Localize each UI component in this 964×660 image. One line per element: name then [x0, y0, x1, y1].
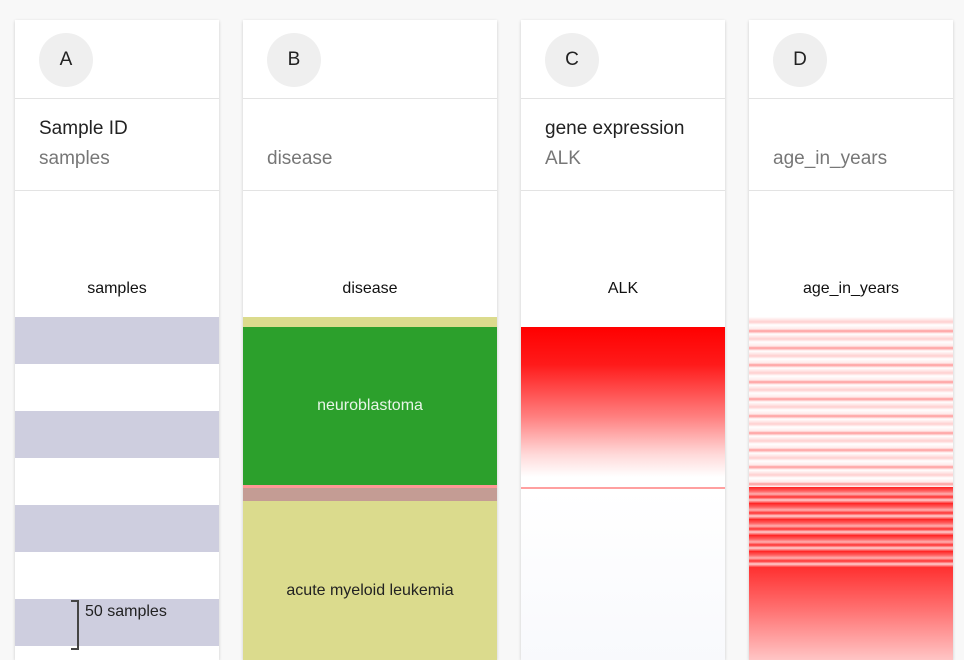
track-label: age_in_years — [802, 280, 900, 297]
column-b: B disease disease neuroblastoma acute my… — [243, 20, 497, 660]
column-subtitle: samples — [39, 148, 110, 169]
heatmap-line — [521, 487, 725, 489]
track-label: samples — [87, 280, 147, 297]
column-a: A Sample ID samples samples 50 samples — [15, 20, 219, 660]
column-letter-badge[interactable]: C — [545, 33, 599, 87]
disease-track[interactable]: disease neuroblastoma acute myeloid leuk… — [243, 210, 497, 660]
heatmap-stripes-dark[interactable] — [749, 487, 953, 567]
column-title: Sample ID — [39, 118, 128, 139]
category-band-aml-top[interactable] — [243, 317, 497, 327]
column-header: B — [243, 20, 497, 99]
column-header: C — [521, 20, 725, 99]
column-letter-badge[interactable]: A — [39, 33, 93, 87]
column-c: C gene expression ALK ALK — [521, 20, 725, 660]
column-header: A — [15, 20, 219, 99]
track-label: disease — [342, 280, 398, 297]
column-subtitle: ALK — [545, 148, 581, 169]
column-subtitle: disease — [267, 148, 333, 169]
column-titles[interactable]: Sample ID samples — [15, 99, 219, 191]
column-titles[interactable]: disease — [243, 99, 497, 191]
column-header: D — [749, 20, 953, 99]
column-title: gene expression — [545, 118, 685, 139]
category-label: acute myeloid leukemia — [286, 582, 454, 599]
column-d: D age_in_years age_in_years — [749, 20, 953, 660]
scale-label: 50 samples — [85, 603, 167, 620]
samples-track[interactable]: samples 50 samples — [15, 210, 219, 660]
category-band-other[interactable] — [243, 488, 497, 501]
heatmap-gradient-low[interactable] — [521, 490, 725, 660]
category-band-aml[interactable]: acute myeloid leukemia — [243, 501, 497, 660]
column-subtitle: age_in_years — [773, 148, 888, 169]
category-label: neuroblastoma — [317, 397, 423, 414]
heatmap-gradient-age[interactable] — [749, 567, 953, 660]
category-band-divider[interactable] — [243, 485, 497, 488]
category-band-neuroblastoma[interactable]: neuroblastoma — [243, 327, 497, 485]
column-letter-badge[interactable]: B — [267, 33, 321, 87]
column-letter-badge[interactable]: D — [773, 33, 827, 87]
scale-bracket — [71, 600, 79, 650]
sample-band[interactable] — [15, 317, 219, 364]
sample-band[interactable] — [15, 599, 219, 646]
column-titles[interactable]: gene expression ALK — [521, 99, 725, 191]
age-heatmap-track[interactable]: age_in_years — [749, 210, 953, 660]
heatmap-stripes-light[interactable] — [749, 317, 953, 487]
track-label: ALK — [607, 280, 639, 297]
sample-band[interactable] — [15, 505, 219, 552]
alk-heatmap-track[interactable]: ALK — [521, 210, 725, 660]
column-titles[interactable]: age_in_years — [749, 99, 953, 191]
sample-band[interactable] — [15, 411, 219, 458]
heatmap-gradient-high[interactable] — [521, 327, 725, 477]
